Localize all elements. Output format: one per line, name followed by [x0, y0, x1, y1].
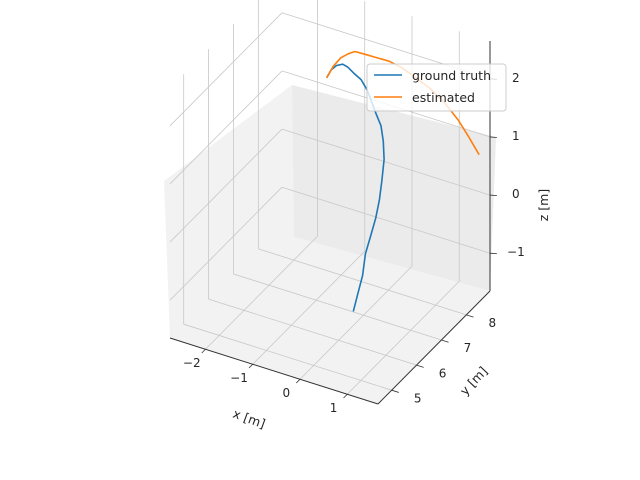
x-axis-line — [169, 337, 379, 405]
y-axis-label: y [m] — [457, 364, 491, 399]
y-tick — [441, 339, 449, 343]
y-gridline — [183, 323, 392, 391]
y-gridline — [208, 298, 417, 366]
y-tick-label: 8 — [489, 316, 497, 330]
y-axis-line — [377, 290, 491, 405]
x-gridline — [346, 280, 460, 395]
series-line-ground-truth — [326, 63, 385, 312]
y-tick — [416, 364, 424, 368]
y-tick-label: 6 — [439, 366, 447, 380]
legend-label-ground-truth: ground truth — [412, 68, 491, 83]
legend: ground truth estimated — [366, 63, 507, 112]
x-tick-label: −1 — [230, 371, 248, 385]
x-gridline — [205, 235, 318, 350]
x-axis-label: x [m] — [231, 406, 267, 431]
x-tick-label: −2 — [183, 356, 201, 370]
z-gridline — [281, 128, 491, 196]
z-tick — [489, 252, 497, 255]
grid-lines — [169, 0, 491, 395]
z-tick-label: 0 — [512, 187, 520, 201]
y-tick-label: 7 — [464, 341, 472, 355]
back-right-pane — [292, 85, 496, 291]
x-gridline — [299, 265, 413, 380]
z-gridline — [169, 12, 283, 127]
x-tick — [201, 348, 206, 354]
y-tick-label: 5 — [414, 391, 422, 405]
y-gridline — [258, 248, 467, 316]
z-gridline — [281, 186, 491, 254]
x-tick — [248, 363, 254, 369]
x-tick-label: 1 — [330, 401, 338, 415]
z-tick — [489, 136, 497, 138]
data-series — [326, 50, 480, 312]
z-tick — [489, 194, 497, 197]
z-tick-label: 1 — [512, 129, 520, 143]
legend-label-estimated: estimated — [412, 90, 475, 105]
y-gridline — [233, 273, 442, 341]
z-gridline — [169, 186, 283, 301]
x-tick-label: 0 — [282, 386, 290, 400]
z-tick-label: 2 — [512, 71, 520, 85]
y-tick — [466, 314, 474, 318]
z-gridline — [169, 70, 283, 185]
z-axis-label: z [m] — [536, 189, 551, 221]
y-tick — [391, 389, 399, 393]
x-tick — [295, 378, 301, 384]
back-left-pane — [164, 85, 294, 338]
z-tick-label: −1 — [507, 245, 525, 259]
tick-labels: −2 −1 0 1 5 6 7 8 −1 0 1 2 — [183, 71, 525, 415]
floor-pane — [170, 237, 490, 404]
z-gridline — [169, 128, 283, 243]
series-line-estimated — [326, 50, 480, 156]
x-gridline — [252, 250, 366, 365]
x-tick — [343, 393, 348, 399]
